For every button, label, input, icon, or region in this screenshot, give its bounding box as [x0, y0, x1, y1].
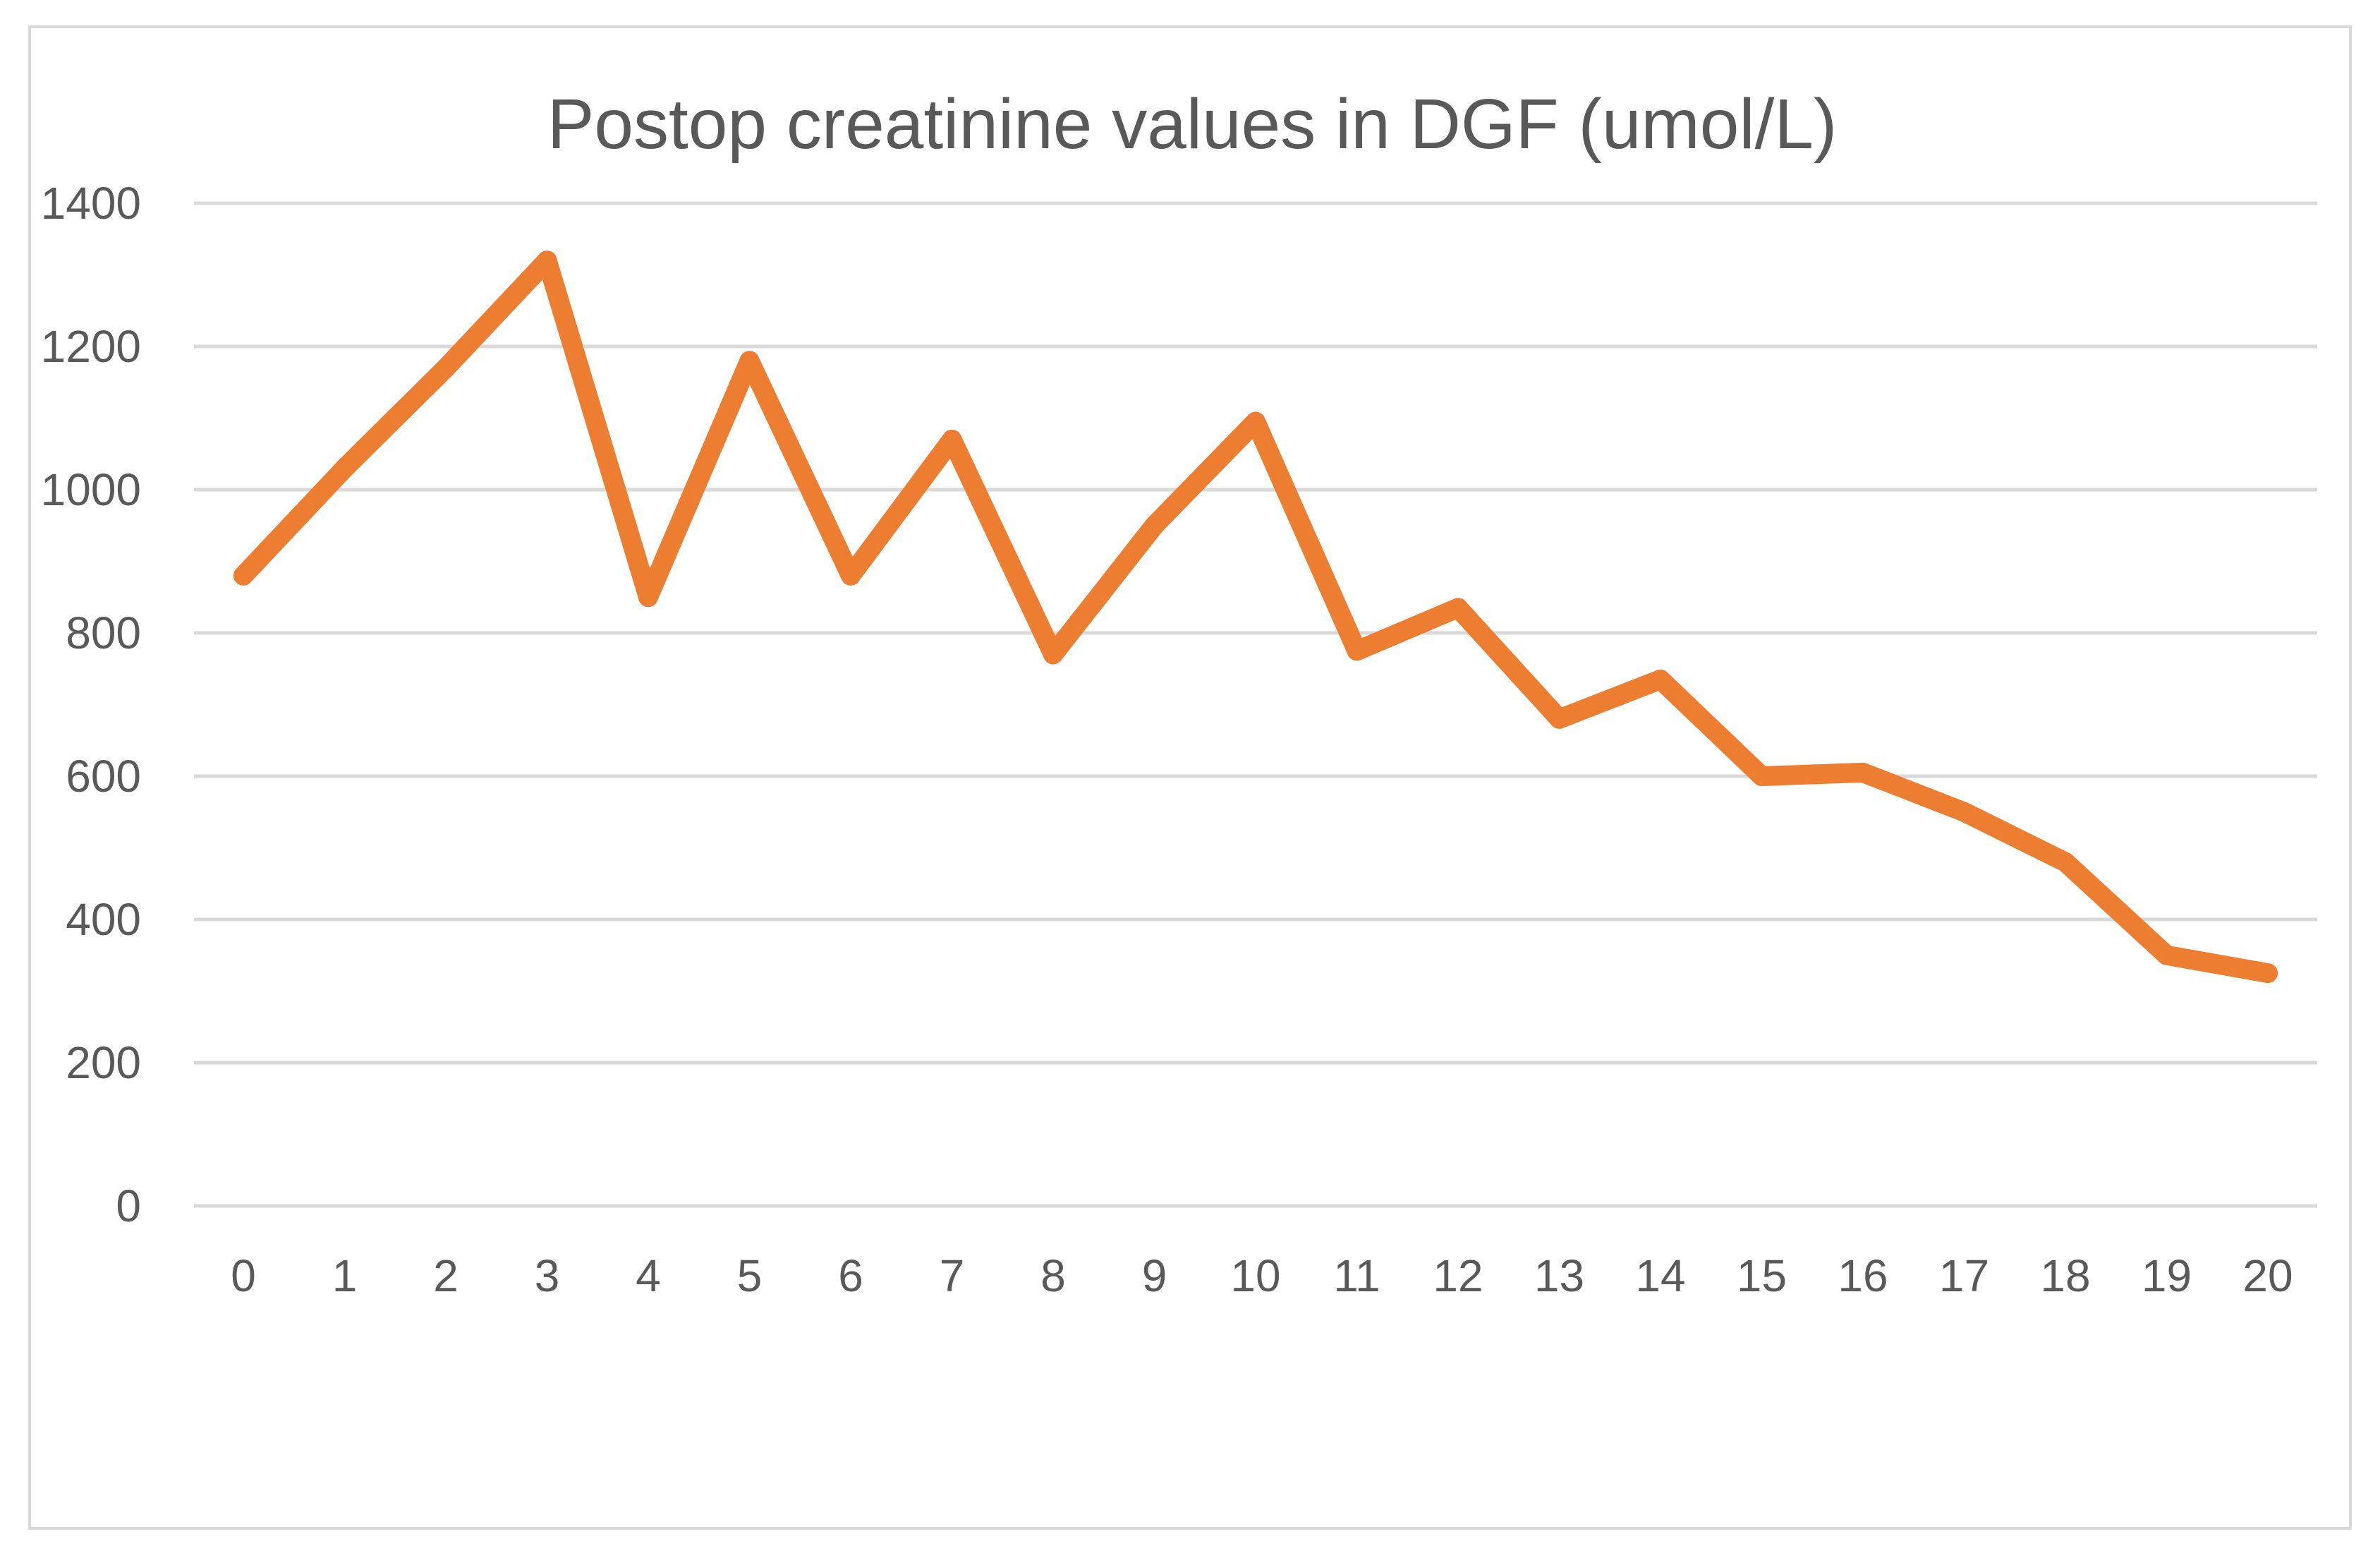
x-tick-label: 9 — [1142, 1250, 1167, 1301]
x-tick-label: 14 — [1635, 1250, 1685, 1301]
x-axis-tick-labels: 0 1 2 3 4 5 6 7 8 9 10 11 12 13 14 15 16 17 18 19 20 — [231, 1250, 2293, 1301]
y-tick-label: 0 — [116, 1180, 141, 1231]
chart-title: Postop creatinine values in DGF (umol/L) — [547, 85, 1838, 164]
x-tick-label: 11 — [1333, 1250, 1380, 1301]
data-point-5 — [739, 351, 760, 371]
data-point-0 — [233, 565, 253, 586]
data-point-4 — [638, 587, 658, 608]
data-point-6 — [841, 565, 861, 586]
y-axis-tick-labels: 0 200 400 600 800 1000 1200 1400 — [41, 178, 141, 1231]
x-tick-label: 5 — [737, 1250, 763, 1301]
data-point-2 — [436, 358, 456, 378]
data-point-15 — [1751, 766, 1772, 786]
gridlines — [194, 201, 2317, 1208]
x-tick-label: 10 — [1230, 1250, 1280, 1301]
data-point-10 — [1246, 411, 1265, 432]
data-point-3 — [537, 250, 557, 271]
x-tick-label: 17 — [1939, 1250, 1989, 1301]
x-tick-label: 3 — [535, 1250, 560, 1301]
data-point-1 — [334, 458, 355, 478]
x-tick-label: 7 — [940, 1250, 965, 1301]
series-group — [233, 250, 2278, 984]
data-point-11 — [1347, 641, 1367, 661]
series-line — [233, 250, 2278, 984]
x-tick-label: 15 — [1737, 1250, 1787, 1301]
data-point-14 — [1651, 669, 1670, 689]
x-tick-label: 18 — [2040, 1250, 2090, 1301]
x-tick-label: 2 — [433, 1250, 459, 1301]
y-tick-label: 400 — [66, 894, 141, 945]
x-tick-label: 4 — [636, 1250, 661, 1301]
data-point-17 — [1954, 802, 1974, 822]
data-point-18 — [2056, 852, 2075, 872]
data-point-13 — [1549, 708, 1570, 729]
data-point-20 — [2258, 963, 2278, 984]
y-tick-label: 1400 — [41, 178, 141, 229]
x-tick-label: 19 — [2142, 1250, 2192, 1301]
x-tick-label: 12 — [1433, 1250, 1483, 1301]
data-point-9 — [1144, 515, 1165, 536]
data-point-12 — [1448, 598, 1468, 618]
x-tick-label: 6 — [838, 1250, 863, 1301]
data-point-8 — [1043, 644, 1063, 665]
y-tick-label: 200 — [66, 1037, 141, 1088]
x-tick-label: 13 — [1534, 1250, 1584, 1301]
data-point-7 — [942, 429, 962, 449]
data-point-19 — [2156, 945, 2177, 965]
x-tick-label: 8 — [1040, 1250, 1066, 1301]
y-tick-label: 1200 — [41, 321, 141, 372]
y-tick-label: 800 — [66, 608, 141, 658]
y-tick-label: 600 — [66, 751, 141, 802]
y-tick-label: 1000 — [41, 464, 141, 515]
x-tick-label: 20 — [2242, 1250, 2293, 1301]
x-tick-label: 0 — [231, 1250, 256, 1301]
data-point-16 — [1853, 762, 1873, 783]
x-tick-label: 16 — [1838, 1250, 1888, 1301]
x-tick-label: 1 — [332, 1250, 358, 1301]
